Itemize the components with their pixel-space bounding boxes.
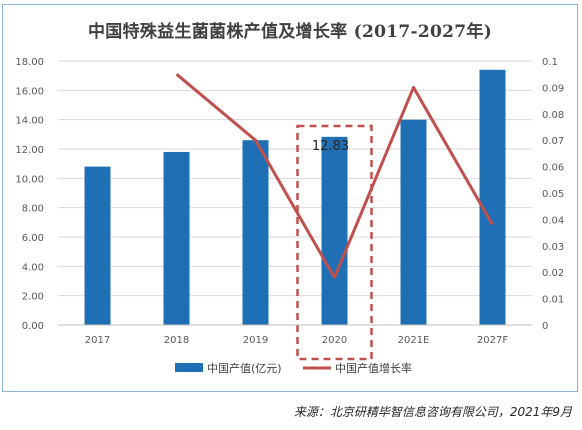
y-left-tick-label: 0.00 (22, 321, 44, 332)
y-right-tick-label: 0.07 (542, 136, 564, 147)
y-right-tick-label: 0.08 (542, 110, 564, 121)
x-tick-label: 2018 (164, 335, 189, 346)
grid-layer (58, 60, 532, 326)
y-right-tick-label: 0.09 (542, 83, 564, 94)
y-left-tick-label: 6.00 (22, 233, 44, 244)
highlight-box (296, 124, 373, 361)
y-right-tick-label: 0.04 (542, 215, 564, 226)
y-right-tick-label: 0.02 (542, 268, 564, 279)
bar-2018 (163, 151, 190, 325)
data-label: 12.83 (312, 139, 349, 154)
line-layer (175, 73, 494, 279)
y-left-tick-label: 18.00 (15, 57, 44, 68)
y-left-tick-label: 10.00 (15, 174, 44, 185)
bar-layer (84, 69, 506, 326)
source-note: 来源：北京研精毕智信息咨询有限公司，2021年9月 (293, 405, 572, 419)
x-tick-label: 2019 (243, 335, 268, 346)
axis-layer: 0.00 2.00 4.00 6.00 8.00 10.00 12.00 14.00 16.00… (15, 57, 564, 346)
y-right-tick-label: 0.1 (542, 57, 558, 68)
y-left-tick-label: 2.00 (22, 292, 44, 303)
bar-2027F (479, 69, 506, 325)
y-right-tick-label: 0.01 (542, 295, 564, 306)
legend-label-bar: 中国产值(亿元) (207, 361, 282, 375)
y-left-tick-label: 14.00 (15, 116, 44, 127)
y-right-tick-label: 0.03 (542, 242, 564, 253)
y-left-tick-label: 4.00 (22, 262, 44, 273)
y-left-tick-label: 12.00 (15, 145, 44, 156)
x-tick-label: 2020 (322, 335, 347, 346)
y-right-tick-label: 0 (542, 321, 548, 332)
label-layer: 12.83 (296, 124, 373, 361)
legend-label-line: 中国产值增长率 (335, 361, 412, 375)
y-right-tick-label: 0.05 (542, 189, 564, 200)
bar-2019 (242, 140, 269, 325)
growth-rate-line (175, 73, 494, 279)
bar-2021E (400, 119, 427, 326)
y-left-tick-label: 8.00 (22, 204, 44, 215)
x-tick-label: 2021E (398, 335, 430, 346)
x-tick-label: 2027F (477, 335, 508, 346)
y-right-tick-label: 0.06 (542, 163, 564, 174)
y-left-tick-label: 16.00 (15, 86, 44, 97)
bar-2017 (84, 166, 111, 325)
legend-swatch-bar (175, 363, 203, 372)
chart-title: 中国特殊益生菌菌株产值及增长率 (2017-2027年) (87, 22, 493, 42)
legend: 中国产值(亿元) 中国产值增长率 (175, 361, 412, 375)
bar-2020 (321, 136, 348, 325)
x-tick-label: 2017 (85, 335, 110, 346)
